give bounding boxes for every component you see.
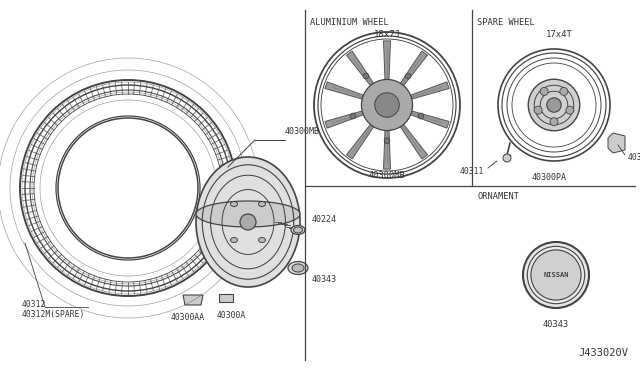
Circle shape bbox=[405, 73, 411, 79]
Text: 40300MB: 40300MB bbox=[285, 128, 320, 137]
Circle shape bbox=[550, 118, 558, 126]
Text: ALUMINIUM WHEEL: ALUMINIUM WHEEL bbox=[310, 18, 388, 27]
Ellipse shape bbox=[292, 264, 304, 272]
Polygon shape bbox=[183, 295, 203, 305]
Text: ORNAMENT: ORNAMENT bbox=[477, 192, 519, 201]
Text: NISSAN: NISSAN bbox=[543, 272, 569, 278]
Circle shape bbox=[531, 250, 581, 300]
Circle shape bbox=[534, 106, 542, 114]
Text: 40312
40312M(SPARE): 40312 40312M(SPARE) bbox=[22, 300, 85, 320]
Polygon shape bbox=[608, 133, 625, 153]
Polygon shape bbox=[383, 125, 390, 169]
Text: 40300PA: 40300PA bbox=[531, 173, 566, 182]
Circle shape bbox=[540, 87, 548, 96]
Polygon shape bbox=[397, 51, 428, 90]
Polygon shape bbox=[219, 294, 233, 302]
Text: 40300AA: 40300AA bbox=[171, 312, 205, 321]
Text: J433020V: J433020V bbox=[578, 348, 628, 358]
Circle shape bbox=[384, 138, 390, 144]
Circle shape bbox=[375, 93, 399, 117]
Polygon shape bbox=[406, 109, 449, 128]
Text: 17x4T: 17x4T bbox=[545, 30, 572, 39]
Ellipse shape bbox=[288, 262, 308, 275]
Circle shape bbox=[363, 73, 369, 79]
Polygon shape bbox=[346, 121, 376, 159]
Ellipse shape bbox=[259, 237, 266, 243]
Circle shape bbox=[523, 242, 589, 308]
Polygon shape bbox=[325, 109, 368, 128]
Circle shape bbox=[418, 113, 424, 119]
Text: 40353: 40353 bbox=[628, 154, 640, 163]
Ellipse shape bbox=[230, 202, 237, 206]
Ellipse shape bbox=[196, 157, 300, 287]
Text: 18x7J: 18x7J bbox=[374, 30, 401, 39]
Polygon shape bbox=[325, 82, 368, 100]
Text: SPARE WHEEL: SPARE WHEEL bbox=[477, 18, 535, 27]
Text: 40300A: 40300A bbox=[216, 311, 246, 320]
Polygon shape bbox=[383, 41, 390, 85]
Circle shape bbox=[240, 214, 256, 230]
Ellipse shape bbox=[230, 237, 237, 243]
Polygon shape bbox=[406, 82, 449, 100]
Ellipse shape bbox=[294, 227, 303, 233]
Circle shape bbox=[362, 80, 413, 131]
Circle shape bbox=[566, 106, 574, 114]
Text: 40224: 40224 bbox=[312, 215, 337, 224]
Ellipse shape bbox=[259, 202, 266, 206]
Ellipse shape bbox=[196, 201, 300, 227]
Polygon shape bbox=[346, 51, 376, 90]
Circle shape bbox=[350, 113, 356, 119]
Circle shape bbox=[560, 87, 568, 96]
Ellipse shape bbox=[291, 225, 305, 234]
Text: 40343: 40343 bbox=[312, 276, 337, 285]
Circle shape bbox=[528, 79, 580, 131]
Text: 40343: 40343 bbox=[543, 320, 569, 329]
Text: 40300MB: 40300MB bbox=[369, 171, 405, 180]
Polygon shape bbox=[397, 121, 428, 159]
Circle shape bbox=[503, 154, 511, 162]
Circle shape bbox=[547, 98, 561, 112]
Text: 40311: 40311 bbox=[460, 167, 484, 176]
